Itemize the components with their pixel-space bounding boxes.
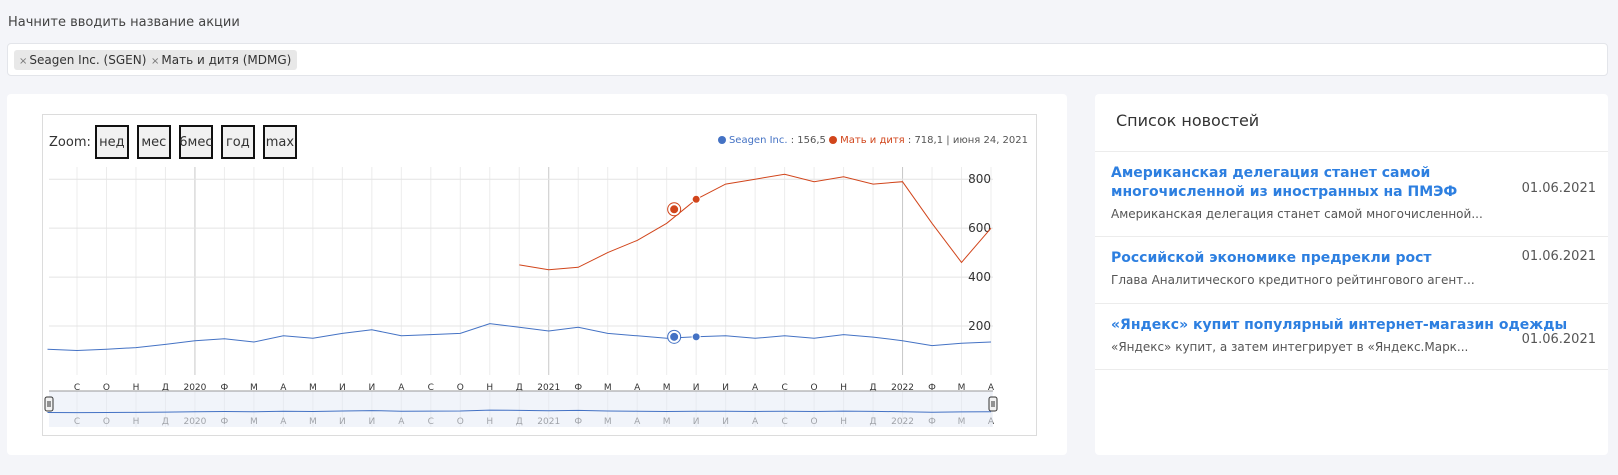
x-tick-label: С — [781, 383, 787, 393]
news-date: 01.06.2021 — [1521, 249, 1596, 264]
news-headline[interactable]: Американская делегация станет самой мног… — [1111, 165, 1458, 200]
news-item[interactable]: «Яндекс» купит популярный интернет-магаз… — [1111, 316, 1596, 354]
x-tick-label: С — [74, 383, 80, 393]
legend-date: | июня 24, 2021 — [946, 135, 1028, 146]
navigator-line — [47, 409, 992, 414]
zoom-controls: Zoom: нед мес 6мес год max — [49, 122, 305, 162]
navigator-handle-left — [44, 396, 54, 412]
y-tick-label: 400 — [968, 270, 991, 284]
stock-search-input[interactable]: × Seagen Inc. (SGEN) × Мать и дитя (MDMG) — [7, 43, 1608, 76]
x-tick-label: Ф — [574, 383, 582, 393]
data-point — [668, 203, 681, 216]
remove-chip-icon[interactable]: × — [19, 56, 28, 67]
navigator-handle-right — [988, 396, 998, 412]
x-tick-label: М — [604, 383, 612, 393]
chart-plot[interactable]: 200400600800ССООННДД20202020ФФММААММИИИИ… — [43, 115, 1037, 436]
x-tick-label: А — [988, 383, 995, 393]
news-headline[interactable]: «Яндекс» купит популярный интернет-магаз… — [1111, 317, 1568, 333]
legend-series2-name: Мать и дитя — [840, 135, 905, 146]
news-panel-title: Список новостей — [1116, 111, 1260, 130]
chart-legend: Seagen Inc. : 156,5 Мать и дитя : 718,1 … — [717, 135, 1028, 146]
news-summary: Глава Аналитического кредитного рейтинго… — [1111, 273, 1475, 287]
legend-series2-value: : 718,1 — [907, 135, 944, 146]
navigator-range — [49, 391, 993, 427]
stock-chip-mdmg[interactable]: × Мать и дитя (MDMG) — [146, 50, 298, 70]
zoom-month-button[interactable]: мес — [136, 125, 171, 159]
x-tick-label: А — [634, 383, 641, 393]
data-point-ring — [667, 202, 682, 217]
zoom-max-button[interactable]: max — [262, 125, 297, 159]
chip-label: Seagen Inc. (SGEN) — [29, 53, 147, 67]
x-tick-label: М — [309, 383, 317, 393]
x-tick-label: А — [752, 383, 759, 393]
x-tick-label: Ф — [928, 383, 936, 393]
news-headline[interactable]: Российской экономике предрекли рост — [1111, 250, 1432, 266]
y-tick-label: 200 — [968, 319, 991, 333]
x-tick-label: И — [722, 383, 729, 393]
news-item[interactable]: Американская делегация станет самой мног… — [1111, 164, 1596, 221]
divider — [1095, 236, 1608, 237]
news-item[interactable]: Российской экономике предрекли рост 01.0… — [1111, 249, 1596, 287]
x-tick-label: О — [457, 383, 464, 393]
legend-dot-icon — [717, 136, 726, 144]
x-tick-label: О — [811, 383, 818, 393]
x-tick-label: С — [428, 383, 434, 393]
data-point — [691, 332, 701, 342]
stock-chip-sgen[interactable]: × Seagen Inc. (SGEN) — [14, 50, 153, 70]
news-date: 01.06.2021 — [1521, 332, 1596, 347]
x-tick-label: О — [103, 383, 110, 393]
chip-label: Мать и дитя (MDMG) — [161, 53, 292, 67]
legend-series1-name: Seagen Inc. — [728, 135, 788, 146]
x-tick-label: Д — [870, 383, 877, 393]
x-tick-label: 2022 — [891, 383, 914, 393]
legend-series1-value: : 156,5 — [790, 135, 826, 146]
zoom-6month-button[interactable]: 6мес — [178, 125, 213, 159]
x-tick-label: И — [693, 383, 700, 393]
data-point — [691, 194, 701, 204]
x-tick-label: Н — [133, 383, 140, 393]
x-tick-label: Н — [840, 383, 847, 393]
zoom-week-button[interactable]: нед — [94, 125, 129, 159]
divider — [1095, 369, 1608, 370]
x-tick-label: М — [958, 383, 966, 393]
data-point-ring — [667, 329, 682, 344]
x-tick-label: И — [368, 383, 375, 393]
news-date: 01.06.2021 — [1521, 181, 1596, 196]
x-tick-label: 2020 — [183, 383, 206, 393]
x-tick-label: Ф — [221, 383, 229, 393]
x-tick-label: Н — [486, 383, 493, 393]
divider — [1095, 151, 1608, 152]
x-tick-label: Д — [516, 383, 523, 393]
chart-card: 200400600800ССООННДД20202020ФФММААММИИИИ… — [7, 94, 1067, 455]
stock-chart[interactable]: 200400600800ССООННДД20202020ФФММААММИИИИ… — [42, 114, 1037, 436]
zoom-year-button[interactable]: год — [220, 125, 255, 159]
news-panel: Список новостей Американская делегация с… — [1095, 94, 1608, 455]
x-tick-label: М — [663, 383, 671, 393]
x-tick-label: И — [339, 383, 346, 393]
x-tick-label: Д — [162, 383, 169, 393]
data-point — [668, 330, 681, 343]
news-summary: «Яндекс» купит, а затем интегрирует в «Я… — [1111, 340, 1469, 354]
x-tick-label: М — [250, 383, 258, 393]
legend-dot-icon — [829, 136, 838, 144]
y-tick-label: 800 — [968, 172, 991, 186]
x-tick-label: А — [398, 383, 405, 393]
series-line-1 — [47, 323, 992, 352]
news-summary: Американская делегация станет самой мног… — [1111, 207, 1483, 221]
zoom-label: Zoom: — [49, 134, 91, 150]
x-tick-label: А — [280, 383, 287, 393]
remove-chip-icon[interactable]: × — [151, 56, 160, 67]
x-tick-label: 2021 — [537, 383, 560, 393]
divider — [1095, 303, 1608, 304]
search-label: Начните вводить название акции — [8, 15, 240, 30]
series-line-2 — [519, 173, 992, 271]
y-tick-label: 600 — [968, 221, 991, 235]
